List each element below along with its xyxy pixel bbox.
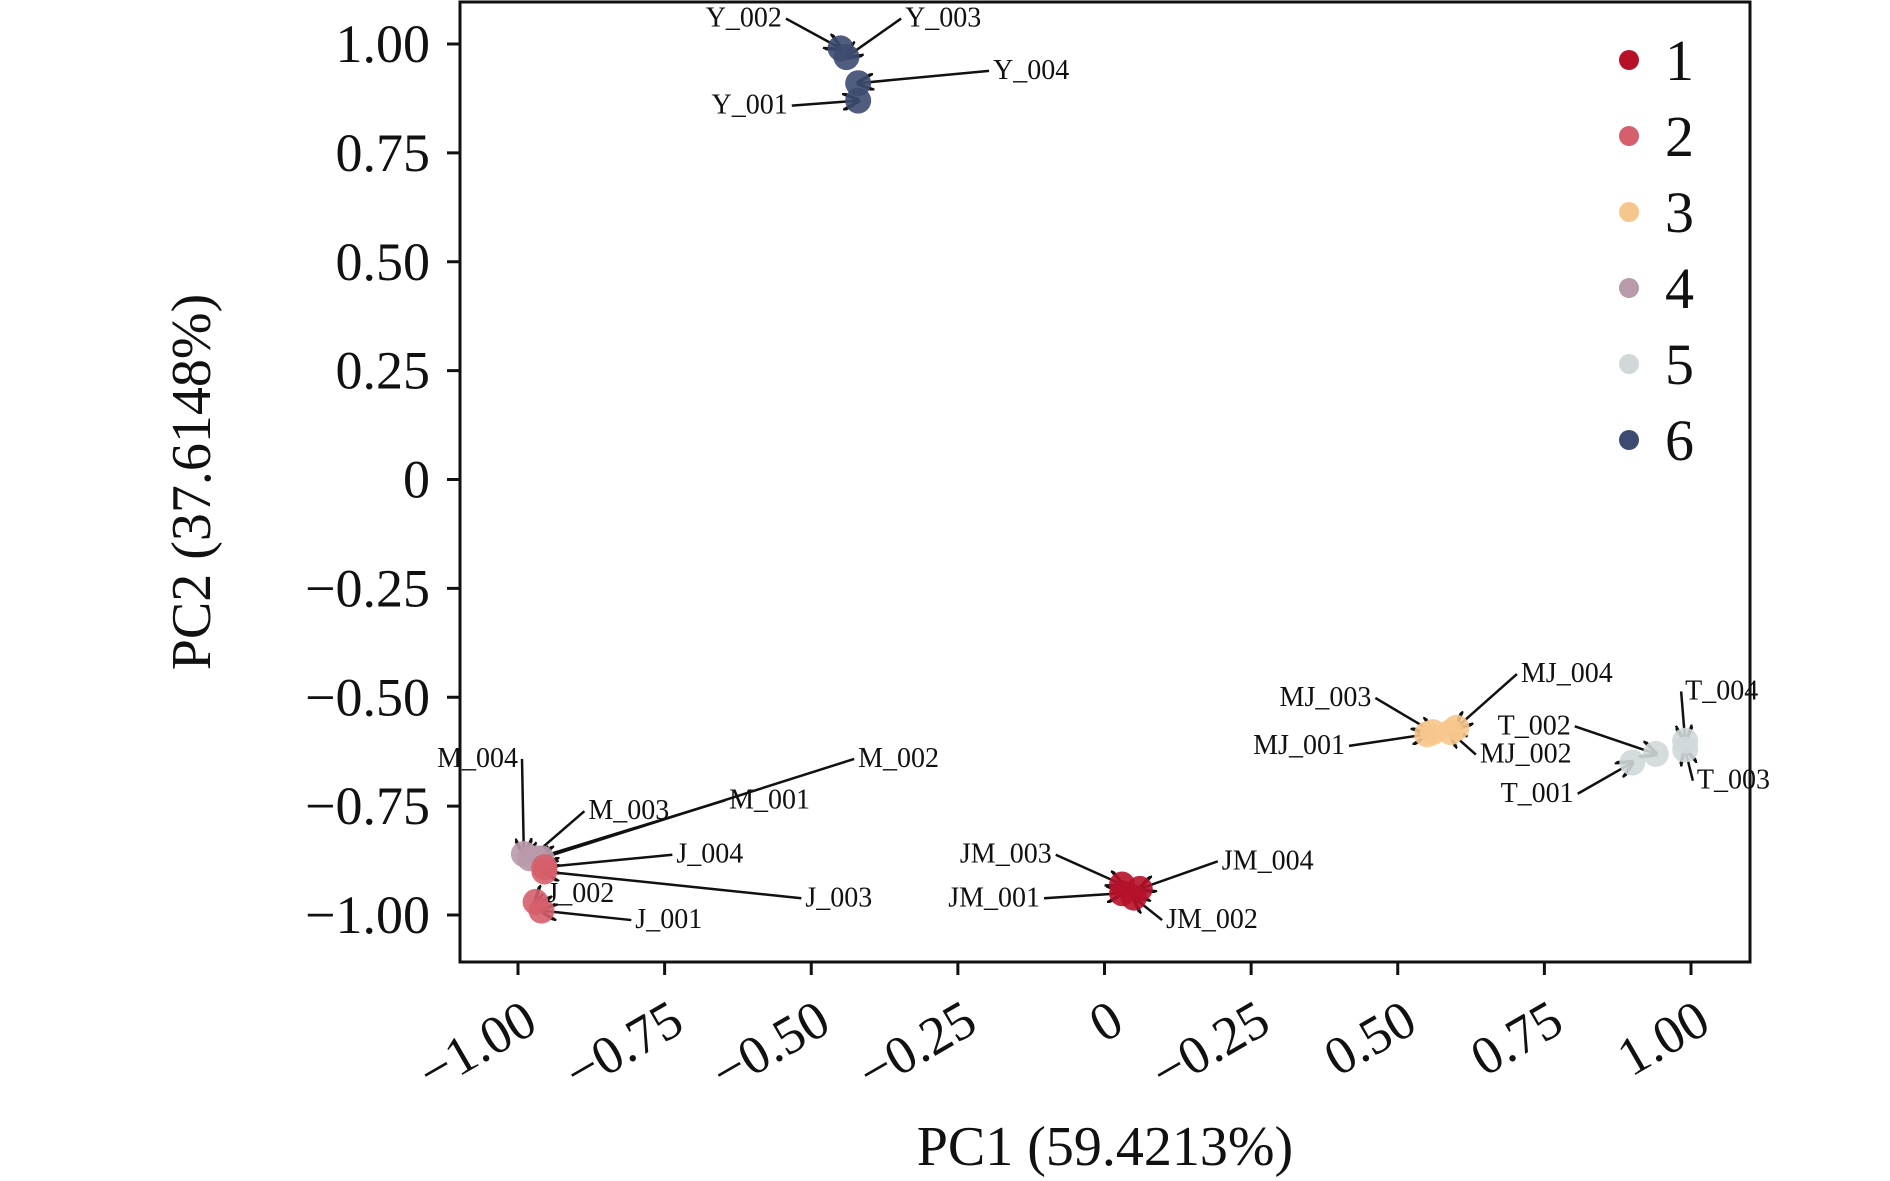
data-point	[845, 87, 872, 114]
legend-label: 3	[1665, 180, 1694, 245]
x-tick-label: 1.00	[1607, 988, 1719, 1087]
point-label: Y_002	[706, 3, 782, 34]
annotation-arrow	[1348, 734, 1427, 748]
x-tick-label: −0.75	[554, 988, 692, 1102]
legend-marker	[1619, 126, 1639, 146]
x-tick-label: 0	[1079, 988, 1132, 1053]
y-tick-label: −0.25	[305, 558, 430, 618]
y-tick-label: 0.50	[336, 232, 431, 292]
point-label: J_004	[676, 839, 743, 870]
point-label: T_003	[1697, 765, 1770, 796]
point-label: MJ_004	[1521, 658, 1613, 689]
y-tick-label: −0.50	[305, 667, 430, 727]
y-tick-label: 0	[403, 450, 430, 510]
legend-label: 4	[1665, 256, 1694, 321]
data-point	[1642, 740, 1669, 767]
annotation-arrow	[1140, 860, 1219, 889]
point-label: J_002	[547, 878, 614, 909]
point-label: J_001	[635, 904, 702, 935]
point-label: M_002	[858, 743, 939, 774]
point-label: MJ_001	[1253, 730, 1345, 761]
point-label: Y_001	[712, 90, 788, 121]
point-label: T_002	[1498, 710, 1571, 741]
annotation-arrow	[1574, 725, 1656, 754]
x-tick-label: 0.50	[1314, 988, 1426, 1087]
data-point	[833, 44, 860, 71]
x-axis-title: PC1 (59.4213%)	[917, 1116, 1293, 1178]
legend-label: 1	[1665, 28, 1694, 93]
annotation-arrow	[544, 853, 673, 867]
annotation-arrow	[541, 757, 855, 858]
legend-label: 5	[1665, 332, 1694, 397]
y-tick-label: 0.75	[336, 123, 431, 183]
data-point	[528, 897, 555, 924]
data-point	[531, 858, 558, 885]
point-label: MJ_003	[1280, 682, 1372, 713]
y-tick-label: 0.25	[336, 341, 431, 401]
y-tick-label: −0.75	[305, 776, 430, 836]
legend-label: 2	[1665, 104, 1694, 169]
data-point	[1414, 721, 1441, 748]
data-point	[1619, 749, 1646, 776]
annotation-arrow	[544, 871, 802, 900]
legend-marker	[1619, 430, 1639, 450]
annotation-arrow	[541, 911, 632, 922]
annotation-arrow	[858, 69, 990, 83]
point-label: M_003	[588, 795, 669, 826]
point-label: MJ_002	[1480, 739, 1572, 770]
point-label: JM_003	[960, 839, 1052, 870]
y-axis-title: PC2 (37.6148%)	[161, 294, 223, 670]
legend-marker	[1619, 202, 1639, 222]
point-label: M_001	[729, 784, 810, 815]
x-tick-label: −1.00	[408, 988, 546, 1102]
point-label: JM_004	[1222, 845, 1314, 876]
x-tick-label: −0.50	[701, 988, 839, 1102]
data-point	[1437, 719, 1464, 746]
x-tick-label: −0.25	[1141, 988, 1279, 1102]
point-label: M_004	[437, 743, 518, 774]
point-label: JM_001	[948, 882, 1040, 913]
legend-label: 6	[1665, 408, 1694, 473]
y-tick-label: −1.00	[305, 885, 430, 945]
annotation-arrow	[1043, 893, 1122, 898]
data-point	[1672, 736, 1699, 763]
legend-marker	[1619, 278, 1639, 298]
y-tick-label: 1.00	[336, 14, 431, 74]
x-tick-label: 0.75	[1461, 988, 1573, 1087]
legend-marker	[1619, 354, 1639, 374]
point-label: Y_004	[993, 55, 1069, 86]
point-label: T_004	[1685, 675, 1758, 706]
x-tick-label: −0.25	[848, 988, 986, 1102]
point-label: J_003	[805, 882, 872, 913]
point-label: T_001	[1501, 778, 1574, 809]
legend-marker	[1619, 50, 1639, 70]
point-label: Y_003	[905, 3, 981, 34]
point-label: JM_002	[1166, 904, 1258, 935]
annotation-arrow	[522, 758, 524, 854]
annotation-arrow	[1456, 673, 1518, 728]
data-point	[1120, 884, 1147, 911]
